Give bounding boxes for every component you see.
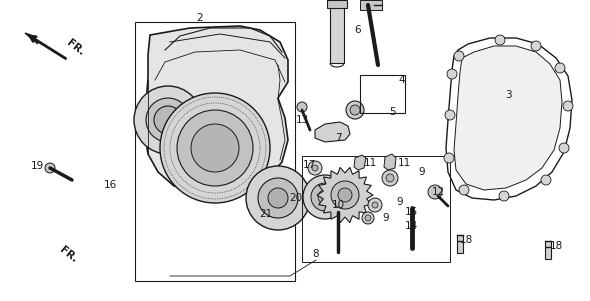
- Circle shape: [258, 178, 298, 218]
- Circle shape: [445, 110, 455, 120]
- Circle shape: [454, 51, 464, 61]
- Circle shape: [495, 35, 505, 45]
- Circle shape: [303, 175, 347, 219]
- Circle shape: [362, 212, 374, 224]
- Circle shape: [386, 174, 394, 182]
- Text: 18: 18: [549, 241, 563, 251]
- Text: 7: 7: [335, 133, 341, 143]
- Text: 5: 5: [389, 107, 396, 117]
- Circle shape: [382, 170, 398, 186]
- Circle shape: [312, 165, 318, 171]
- Circle shape: [350, 105, 360, 115]
- Circle shape: [318, 190, 332, 204]
- Bar: [327, 0, 347, 8]
- Text: 9: 9: [383, 213, 389, 223]
- Circle shape: [338, 188, 352, 202]
- Text: 16: 16: [103, 180, 117, 190]
- Text: 15: 15: [404, 207, 418, 217]
- Circle shape: [372, 202, 378, 208]
- Text: 17: 17: [302, 160, 316, 170]
- Text: 11: 11: [398, 158, 411, 168]
- Circle shape: [146, 98, 190, 142]
- Polygon shape: [354, 155, 366, 170]
- Polygon shape: [317, 167, 373, 222]
- Circle shape: [268, 188, 288, 208]
- Circle shape: [447, 69, 457, 79]
- Bar: [360, 75, 405, 113]
- Polygon shape: [144, 26, 288, 192]
- Text: 13: 13: [296, 115, 309, 125]
- Circle shape: [154, 106, 182, 134]
- Text: 12: 12: [431, 187, 445, 197]
- Text: FR.: FR.: [57, 245, 78, 265]
- Text: 20: 20: [290, 193, 303, 203]
- Bar: [457, 235, 463, 253]
- Circle shape: [191, 124, 239, 172]
- Circle shape: [311, 183, 339, 211]
- Text: 3: 3: [504, 90, 512, 100]
- Circle shape: [444, 153, 454, 163]
- Circle shape: [160, 93, 270, 203]
- Circle shape: [45, 163, 55, 173]
- Text: FR.: FR.: [65, 38, 86, 58]
- Circle shape: [541, 175, 551, 185]
- Polygon shape: [315, 122, 350, 142]
- Text: 2: 2: [196, 13, 204, 23]
- Bar: [135, 22, 295, 281]
- Circle shape: [246, 166, 310, 230]
- Text: 14: 14: [404, 221, 418, 231]
- Polygon shape: [454, 46, 562, 190]
- Circle shape: [499, 191, 509, 201]
- Circle shape: [559, 143, 569, 153]
- Circle shape: [555, 63, 565, 73]
- Text: 19: 19: [30, 161, 44, 171]
- Text: 9: 9: [419, 167, 425, 177]
- Circle shape: [308, 161, 322, 175]
- Circle shape: [459, 185, 469, 195]
- Bar: [302, 156, 450, 262]
- Bar: [545, 241, 551, 259]
- Text: 10: 10: [332, 200, 345, 210]
- Circle shape: [531, 41, 541, 51]
- Text: 6: 6: [355, 25, 361, 35]
- Bar: [330, 5, 344, 63]
- Polygon shape: [384, 154, 396, 170]
- Polygon shape: [25, 33, 38, 44]
- Text: 4: 4: [399, 75, 405, 85]
- Bar: [360, 0, 382, 10]
- Circle shape: [134, 86, 202, 154]
- Text: 9: 9: [396, 197, 404, 207]
- Text: 8: 8: [313, 249, 319, 259]
- Circle shape: [177, 110, 253, 186]
- Circle shape: [346, 101, 364, 119]
- Circle shape: [368, 198, 382, 212]
- Circle shape: [365, 215, 371, 221]
- Circle shape: [297, 102, 307, 112]
- Text: 21: 21: [260, 209, 273, 219]
- Circle shape: [428, 185, 442, 199]
- Circle shape: [563, 101, 573, 111]
- Text: 11: 11: [363, 158, 376, 168]
- Circle shape: [331, 181, 359, 209]
- Text: 18: 18: [460, 235, 473, 245]
